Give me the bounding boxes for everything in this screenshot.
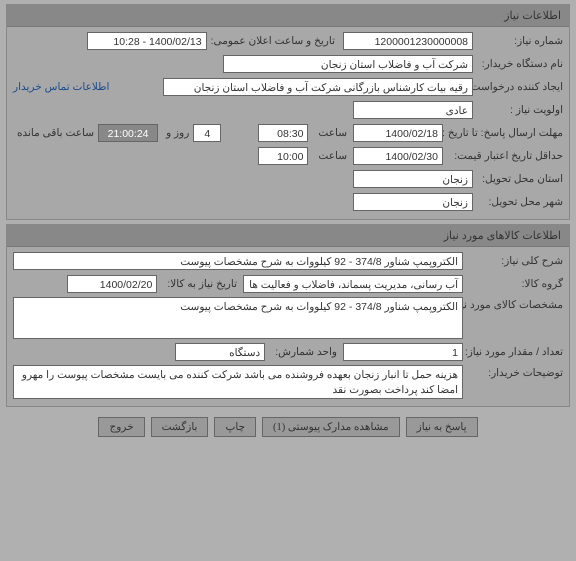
back-button[interactable]: بازگشت [151, 417, 209, 437]
unit-label: واحد شمارش: [271, 346, 337, 358]
attachments-button[interactable]: مشاهده مدارک پیوستی (1) [262, 417, 400, 437]
goods-info-panel: اطلاعات کالاهای مورد نیاز شرح کلی نیاز: … [6, 224, 570, 407]
respond-button[interactable]: پاسخ به نیاز [406, 417, 478, 437]
need-date-label: تاریخ نیاز به کالا: [163, 278, 237, 290]
deadline-date-field: 1400/02/18 [353, 124, 443, 142]
goods-group-label: گروه کالا: [463, 278, 563, 290]
general-desc-field: الکتروپمپ شناور 374/8 - 92 کیلووات به شر… [13, 252, 463, 270]
delivery-province-field: زنجان [353, 170, 473, 188]
days-field: 4 [193, 124, 221, 142]
buyer-org-field: شرکت آب و فاضلاب استان زنجان [223, 55, 473, 73]
public-datetime-field: 1400/02/13 - 10:28 [87, 32, 207, 50]
buyer-notes-field: هزینه حمل تا انبار زنجان بعهده فروشنده م… [13, 365, 463, 399]
need-number-label: شماره نیاز: [473, 35, 563, 47]
exit-button[interactable]: خروج [98, 417, 144, 437]
goods-spec-field: الکتروپمپ شناور 374/8 - 92 کیلووات به شر… [13, 297, 463, 339]
need-info-header: اطلاعات نیاز [7, 5, 569, 27]
validity-time-field: 10:00 [258, 147, 308, 165]
buyer-notes-label: توضیحات خریدار: [463, 365, 563, 379]
validity-label: حداقل تاریخ اعتبار قیمت: [443, 150, 563, 162]
buyer-org-label: نام دستگاه خریدار: [473, 58, 563, 70]
unit-field: دستگاه [175, 343, 265, 361]
validity-time-label: ساعت [314, 150, 347, 162]
creator-label: ایجاد کننده درخواست: [473, 81, 563, 93]
delivery-city-label: شهر محل تحویل: [473, 196, 563, 208]
priority-field: عادی [353, 101, 473, 119]
goods-group-field: آب رسانی، مدیریت پسماند، فاضلاب و فعالیت… [243, 275, 463, 293]
print-button[interactable]: چاپ [214, 417, 256, 437]
need-info-panel: اطلاعات نیاز شماره نیاز: 120000123000000… [6, 4, 570, 220]
days-label: روز و [162, 127, 189, 139]
button-bar: پاسخ به نیاز مشاهده مدارک پیوستی (1) چاپ… [0, 411, 576, 443]
general-desc-label: شرح کلی نیاز: [463, 255, 563, 267]
deadline-label: مهلت ارسال پاسخ: تا تاریخ : [443, 127, 563, 139]
quantity-label: تعداد / مقدار مورد نیاز: [463, 346, 563, 358]
delivery-city-field: زنجان [353, 193, 473, 211]
need-number-field: 1200001230000008 [343, 32, 473, 50]
deadline-time-field: 08:30 [258, 124, 308, 142]
creator-field: رقیه بیات کارشناس بازرگانی شرکت آب و فاض… [163, 78, 473, 96]
validity-date-field: 1400/02/30 [353, 147, 443, 165]
delivery-province-label: استان محل تحویل: [473, 173, 563, 185]
goods-info-header: اطلاعات کالاهای مورد نیاز [7, 225, 569, 247]
public-datetime-label: تاریخ و ساعت اعلان عمومی: [207, 35, 335, 47]
priority-label: اولویت نیاز : [473, 104, 563, 116]
need-date-field: 1400/02/20 [67, 275, 157, 293]
deadline-time-label: ساعت [314, 127, 347, 139]
remaining-time-field: 21:00:24 [98, 124, 158, 142]
contact-link[interactable]: اطلاعات تماس خریدار [13, 81, 109, 93]
quantity-field: 1 [343, 343, 463, 361]
remaining-label: ساعت باقی مانده [13, 127, 94, 139]
goods-spec-label: مشخصات کالای مورد نیاز: [463, 297, 563, 311]
